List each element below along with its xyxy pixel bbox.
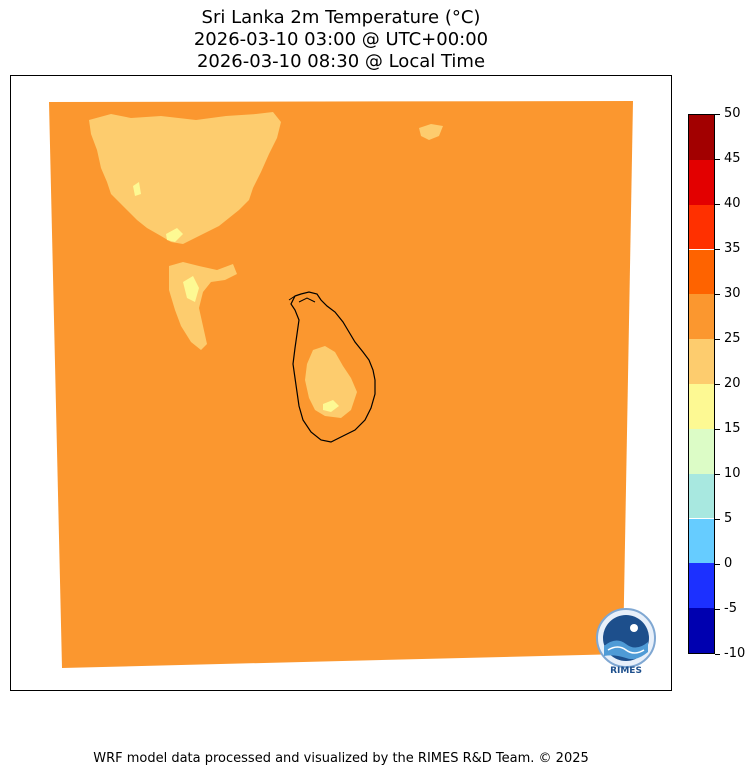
colorbar-tick-label: -5 (724, 601, 737, 616)
colorbar-tick (715, 609, 720, 610)
colorbar-segment (689, 608, 714, 653)
colorbar-tick-label: 25 (724, 331, 741, 346)
footer-credit: WRF model data processed and visualized … (93, 751, 589, 766)
sri-lanka-coastline (290, 291, 376, 443)
colorbar-segment (689, 159, 714, 205)
colorbar-tick (715, 384, 720, 385)
colorbar-tick (715, 654, 720, 655)
temperature-map (49, 101, 633, 668)
title-line-1: Sri Lanka 2m Temperature (°C) (201, 7, 481, 28)
colorbar-tick-label: 35 (724, 241, 741, 256)
colorbar-tick (715, 339, 720, 340)
colorbar-segment (689, 115, 714, 160)
colorbar-tick (715, 519, 720, 520)
warm-zone-sri-lanka (305, 346, 357, 418)
colorbar-segment (689, 473, 714, 519)
title-line-2: 2026-03-10 03:00 @ UTC+00:00 (193, 29, 489, 50)
title-line-3: 2026-03-10 08:30 @ Local Time (196, 51, 486, 72)
colorbar-segment (689, 518, 714, 564)
hot-spot-1 (166, 228, 183, 242)
colorbar-tick (715, 564, 720, 565)
colorbar-tick (715, 294, 720, 295)
colorbar-tick (715, 429, 720, 430)
hot-spot-3 (133, 182, 141, 196)
colorbar-segment (689, 384, 714, 429)
warm-patch-northeast (419, 124, 443, 140)
colorbar-tick (715, 159, 720, 160)
hot-spot-sri-lanka (323, 400, 339, 412)
temperature-colorbar (688, 114, 715, 654)
colorbar-segment (689, 428, 714, 474)
colorbar-tick-label: 40 (724, 196, 741, 211)
rimes-seal-icon (596, 608, 656, 668)
map-title: Sri Lanka 2m Temperature (°C) 2026-03-10… (10, 7, 672, 73)
jaffna-peninsula (288, 295, 316, 303)
colorbar-segment (689, 339, 714, 384)
colorbar-tick-label: 50 (724, 106, 741, 121)
colorbar-tick-label: 5 (724, 511, 733, 526)
hot-spot-2 (183, 276, 199, 302)
colorbar-tick-label: 10 (724, 466, 741, 481)
colorbar-segment (689, 294, 714, 340)
colorbar-tick (715, 204, 720, 205)
colorbar-segment (689, 563, 714, 609)
colorbar-segment (689, 249, 714, 295)
rimes-logo: RIMES (594, 608, 658, 680)
logo-text: RIMES (610, 666, 642, 676)
colorbar-tick (715, 249, 720, 250)
colorbar-tick-label: 45 (724, 151, 741, 166)
colorbar-tick-label: 20 (724, 376, 741, 391)
map-frame: RIMES (10, 75, 672, 691)
colorbar-tick (715, 474, 720, 475)
warm-zone-india (89, 112, 281, 244)
colorbar-segment (689, 204, 714, 250)
colorbar-tick (715, 114, 720, 115)
colorbar-tick-label: 15 (724, 421, 741, 436)
colorbar-tick-label: 0 (724, 556, 733, 571)
colorbar-tick-label: 30 (724, 286, 741, 301)
colorbar-tick-label: -10 (724, 646, 746, 661)
